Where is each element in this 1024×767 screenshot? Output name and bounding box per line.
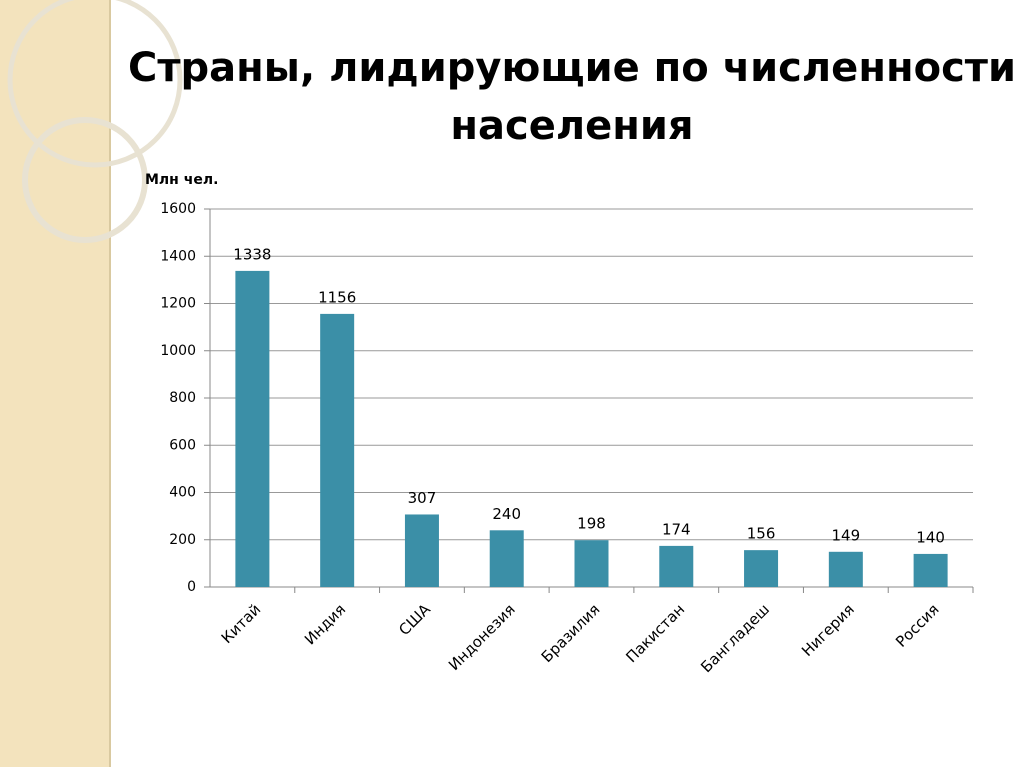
y-tick-label: 800 [169,390,196,406]
data-label: 240 [492,505,521,523]
data-label: 156 [747,525,776,543]
chart-title: Страны, лидирующие по численности населен… [128,45,1016,149]
x-tick-label: Бангладеш [697,600,773,676]
x-tick-label: Индонезия [445,600,519,674]
y-axis-label: Млн чел. [145,172,218,188]
data-label: 174 [662,520,691,538]
x-tick-label: Нигерия [798,600,858,660]
data-label: 198 [577,515,606,533]
bar [659,545,694,587]
y-tick-label: 0 [187,579,196,595]
bar [574,540,609,587]
x-tick-label: США [395,600,434,639]
bar [489,530,524,587]
data-label: 140 [916,528,945,546]
y-tick-label: 1600 [160,201,196,217]
data-label: 307 [408,489,437,507]
x-tick-label: Бразилия [538,600,604,666]
x-tick-label: Пакистан [622,600,688,666]
bar [828,551,863,587]
y-tick-label: 1000 [160,343,196,359]
data-label: 1156 [318,288,356,306]
x-tick-label: Индия [301,600,349,648]
x-tick-label: Китай [218,600,265,647]
data-label: 1338 [233,245,271,263]
deco-circle [7,0,183,168]
bar [320,313,355,587]
y-tick-label: 200 [169,532,196,548]
bar [404,514,439,587]
y-tick-label: 1200 [160,296,196,312]
y-tick-label: 600 [169,437,196,453]
y-tick-label: 1400 [160,248,196,264]
data-label: 149 [832,526,861,544]
y-tick-label: 400 [169,485,196,501]
bar [913,553,948,587]
deco-circle [22,117,148,243]
bar [235,270,270,587]
bar [744,550,779,587]
x-tick-label: Россия [892,600,943,651]
